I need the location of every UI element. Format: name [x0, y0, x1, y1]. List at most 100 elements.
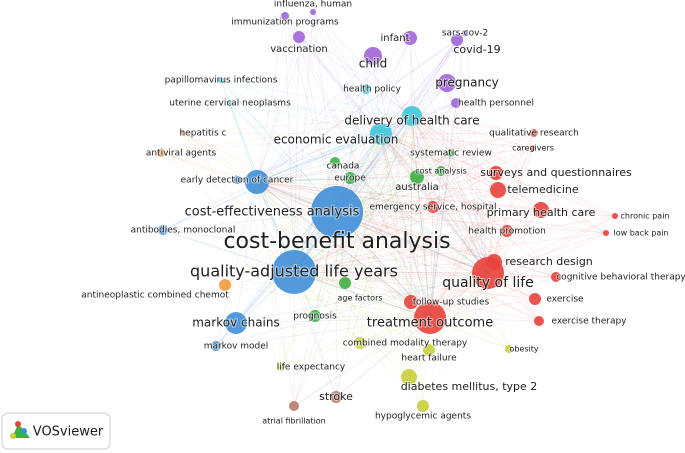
- node-label: telemedicine: [507, 183, 579, 196]
- edge: [429, 276, 557, 319]
- node: [272, 250, 316, 294]
- edge: [224, 272, 489, 286]
- node: [436, 166, 446, 176]
- logo-dot: [21, 428, 27, 434]
- edge: [293, 271, 557, 278]
- edge: [220, 79, 258, 183]
- edge: [416, 176, 431, 319]
- node: [489, 166, 503, 180]
- edge: [314, 315, 431, 319]
- edge: [298, 36, 489, 274]
- edge: [336, 189, 499, 213]
- edge: [336, 102, 457, 213]
- edge: [229, 102, 413, 117]
- edge: [380, 133, 434, 208]
- node-label: chronic pain: [621, 212, 670, 221]
- edge: [336, 211, 607, 234]
- node: [402, 106, 422, 126]
- edge: [349, 177, 489, 274]
- edge: [293, 261, 495, 273]
- node: [233, 176, 241, 184]
- edge: [293, 232, 607, 273]
- node: [227, 100, 233, 106]
- edge: [298, 36, 413, 117]
- edge: [293, 271, 430, 351]
- edge: [256, 133, 382, 183]
- edge: [411, 115, 616, 217]
- node: [530, 129, 538, 137]
- node-label: economic evaluation: [274, 133, 399, 147]
- edge: [284, 15, 413, 117]
- node: [451, 34, 463, 46]
- node-label: quality-adjusted life years: [190, 262, 398, 281]
- edge: [256, 161, 336, 183]
- edge: [256, 82, 448, 183]
- logo[interactable]: VOSviewer: [1, 412, 111, 450]
- edge: [336, 211, 430, 351]
- node: [414, 302, 446, 334]
- node-label: cost-benefit analysis: [223, 229, 450, 254]
- edge: [455, 102, 489, 274]
- edge: [256, 37, 411, 183]
- edge: [256, 102, 457, 183]
- node: [330, 391, 342, 403]
- edge: [256, 181, 410, 378]
- edge: [428, 272, 489, 351]
- edge: [429, 317, 540, 322]
- edge: [446, 82, 489, 274]
- logo-text: VOSviewer: [33, 425, 104, 440]
- edge: [256, 152, 452, 183]
- edge: [284, 15, 338, 213]
- edge: [334, 161, 489, 274]
- node: [462, 30, 468, 36]
- node: [330, 157, 340, 167]
- node-label: uterine cervical neoplasms: [169, 99, 291, 109]
- edge: [336, 172, 497, 213]
- node-label: hypoglycemic agents: [375, 412, 471, 422]
- edge: [314, 272, 489, 317]
- node-label: heart failure: [401, 354, 457, 364]
- edge: [256, 39, 458, 183]
- node-label: quality of life: [442, 275, 534, 291]
- node-label: health policy: [343, 85, 402, 95]
- edge: [256, 181, 346, 284]
- edge: [215, 272, 489, 347]
- edge: [380, 133, 534, 149]
- node-label: life expectancy: [277, 363, 346, 373]
- edge: [256, 181, 424, 407]
- edge: [411, 115, 489, 274]
- node: [404, 295, 418, 309]
- edge: [359, 133, 382, 344]
- edge: [256, 181, 489, 274]
- node: [534, 316, 544, 326]
- node: [339, 277, 351, 289]
- edge: [182, 132, 295, 273]
- node: [309, 310, 321, 322]
- edge: [380, 32, 466, 135]
- edge: [312, 11, 382, 135]
- edge: [293, 37, 411, 273]
- node-label: obesity: [509, 345, 538, 354]
- edge: [411, 39, 458, 117]
- edge: [293, 230, 508, 273]
- node-label: exercise therapy: [551, 317, 627, 327]
- edge: [293, 215, 616, 273]
- node-label: exercise: [546, 295, 584, 305]
- edge: [344, 133, 382, 284]
- edge: [335, 133, 382, 398]
- node-label: systematic review: [410, 149, 492, 159]
- edge: [256, 181, 431, 319]
- node-label: stroke: [319, 390, 353, 403]
- edge: [336, 211, 510, 350]
- edge: [224, 181, 258, 286]
- edge: [429, 152, 452, 319]
- edge: [487, 132, 535, 274]
- node-label: papillomavirus infections: [165, 76, 278, 86]
- edge: [293, 39, 458, 273]
- edge: [293, 272, 489, 407]
- edge: [380, 133, 540, 322]
- node-label: sars-cov-2: [442, 29, 488, 39]
- edge: [411, 115, 424, 407]
- edge: [456, 39, 489, 274]
